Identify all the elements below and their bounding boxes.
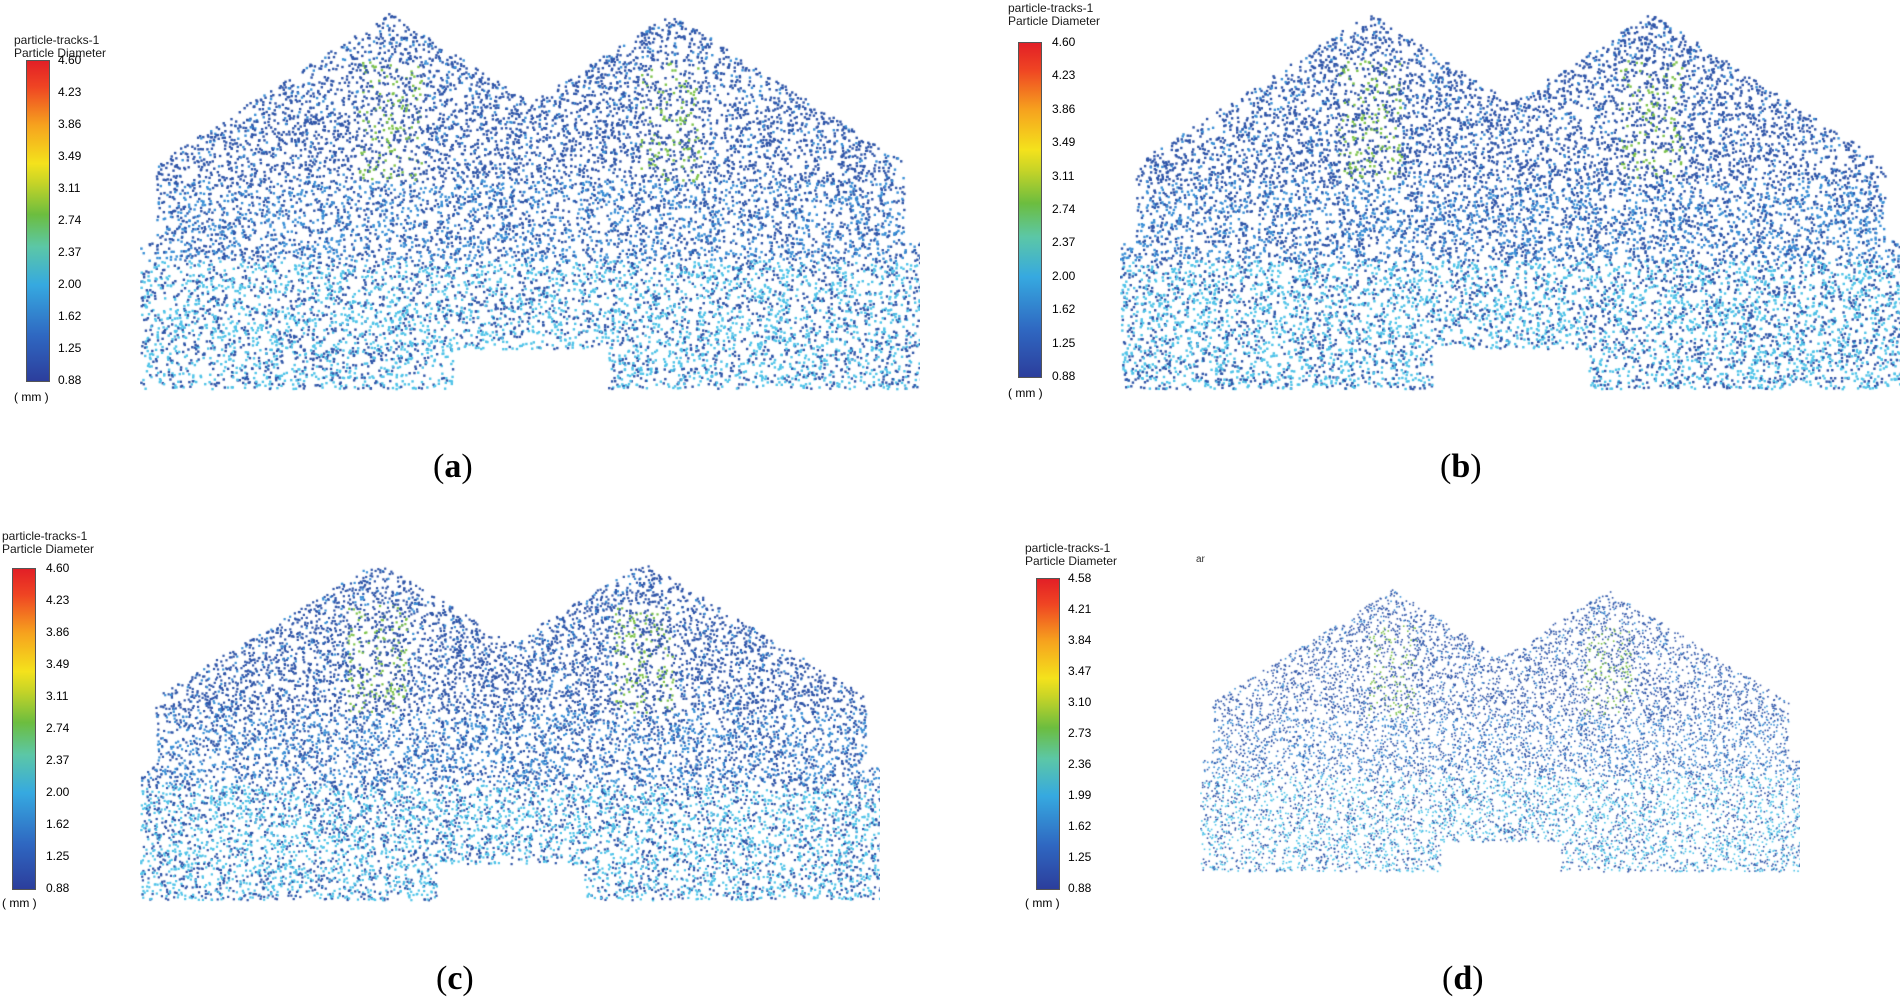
colorbar-tick-label: 2.00: [1052, 268, 1076, 283]
colorbar-tick-label: 4.21: [1068, 602, 1092, 616]
colorbar: [26, 60, 50, 382]
colorbar-tick-label: 3.11: [46, 689, 69, 703]
colorbar-tick-label: 2.00: [46, 785, 70, 799]
colorbar-tick-label: 1.25: [46, 849, 70, 863]
colorbar-tick-label: 4.58: [1068, 571, 1092, 585]
panel-caption: (a): [433, 448, 473, 485]
legend-title: particle-tracks-1: [14, 33, 100, 47]
particle-scatter-plot: [1200, 580, 1800, 880]
colorbar-tick-label: 3.49: [1052, 135, 1076, 150]
colorbar-tick-label: 2.37: [58, 245, 82, 259]
colorbar-tick-label: 1.62: [58, 309, 82, 323]
colorbar-tick-label: 3.86: [1052, 101, 1076, 116]
particle-scatter-plot: [1120, 0, 1900, 400]
colorbar-unit: ( mm ): [2, 896, 37, 910]
colorbar-tick-label: 3.84: [1068, 633, 1092, 647]
legend-subtitle: Particle Diameter: [1008, 14, 1101, 28]
colorbar-tick-label: 3.86: [58, 117, 82, 131]
colorbar-tick-label: 1.25: [1068, 850, 1092, 864]
colorbar-legend: particle-tracks-1 Particle Diameter: [2, 530, 94, 556]
colorbar-tick-label: 2.74: [1052, 202, 1076, 216]
particle-scatter-plot: [140, 550, 880, 910]
colorbar-tick-label: 1.99: [1068, 788, 1092, 802]
colorbar-tick-label: 4.60: [1052, 35, 1076, 49]
colorbar: [1036, 578, 1060, 890]
colorbar-legend: particle-tracks-1 Particle Diameter: [1008, 2, 1100, 28]
colorbar-tick-label: 2.37: [1052, 235, 1076, 250]
colorbar-tick-label: 0.88: [46, 881, 70, 895]
legend-title: particle-tracks-1: [1025, 541, 1111, 555]
colorbar-tick-label: 3.11: [58, 181, 81, 195]
colorbar-tick-label: 3.86: [46, 625, 70, 639]
colorbar-tick-label: 3.10: [1068, 695, 1092, 709]
colorbar-tick-label: 2.36: [1068, 757, 1092, 771]
colorbar-tick-label: 2.73: [1068, 726, 1092, 740]
colorbar-tick-label: 2.37: [46, 753, 70, 767]
colorbar-tick-label: 2.74: [58, 213, 82, 227]
colorbar-tick-label: 4.60: [46, 561, 70, 575]
panel-caption: (c): [436, 960, 474, 997]
colorbar: [1018, 42, 1042, 378]
colorbar-tick-label: 3.11: [1052, 168, 1075, 183]
colorbar: [12, 568, 36, 890]
colorbar-tick-label: 1.62: [1052, 302, 1076, 317]
legend-title: particle-tracks-1: [1008, 1, 1094, 15]
colorbar-unit: ( mm ): [1025, 896, 1060, 910]
panel-caption: (b): [1440, 448, 1482, 485]
colorbar-tick-label: 4.60: [58, 53, 82, 67]
colorbar-tick-label: 4.23: [1052, 68, 1076, 83]
particle-scatter-plot: [140, 0, 920, 400]
colorbar-tick-label: 0.88: [58, 373, 82, 387]
colorbar-tick-label: 2.00: [58, 277, 82, 291]
legend-title: particle-tracks-1: [2, 529, 88, 543]
colorbar-tick-label: 4.23: [58, 85, 82, 99]
stray-text: ar: [1196, 554, 1205, 565]
colorbar-tick-label: 2.74: [46, 721, 70, 735]
colorbar-tick-label: 0.88: [1052, 369, 1076, 383]
colorbar-tick-label: 3.47: [1068, 664, 1092, 678]
colorbar-legend: particle-tracks-1 Particle Diameter: [14, 34, 106, 60]
panel-caption: (d): [1442, 960, 1484, 997]
colorbar-unit: ( mm ): [1008, 386, 1043, 400]
colorbar-tick-label: 3.49: [58, 149, 82, 163]
legend-subtitle: Particle Diameter: [2, 542, 95, 556]
colorbar-tick-label: 3.49: [46, 657, 70, 671]
colorbar-tick-label: 4.23: [46, 593, 70, 607]
colorbar-tick-label: 1.25: [58, 341, 82, 355]
legend-subtitle: Particle Diameter: [14, 46, 107, 60]
colorbar-tick-label: 1.62: [1068, 819, 1092, 833]
colorbar-tick-label: 1.62: [46, 817, 70, 831]
colorbar-tick-label: 0.88: [1068, 881, 1092, 895]
legend-subtitle: Particle Diameter: [1025, 554, 1118, 568]
colorbar-tick-label: 1.25: [1052, 335, 1076, 350]
colorbar-unit: ( mm ): [14, 390, 49, 404]
colorbar-legend: particle-tracks-1 Particle Diameter: [1025, 542, 1117, 568]
